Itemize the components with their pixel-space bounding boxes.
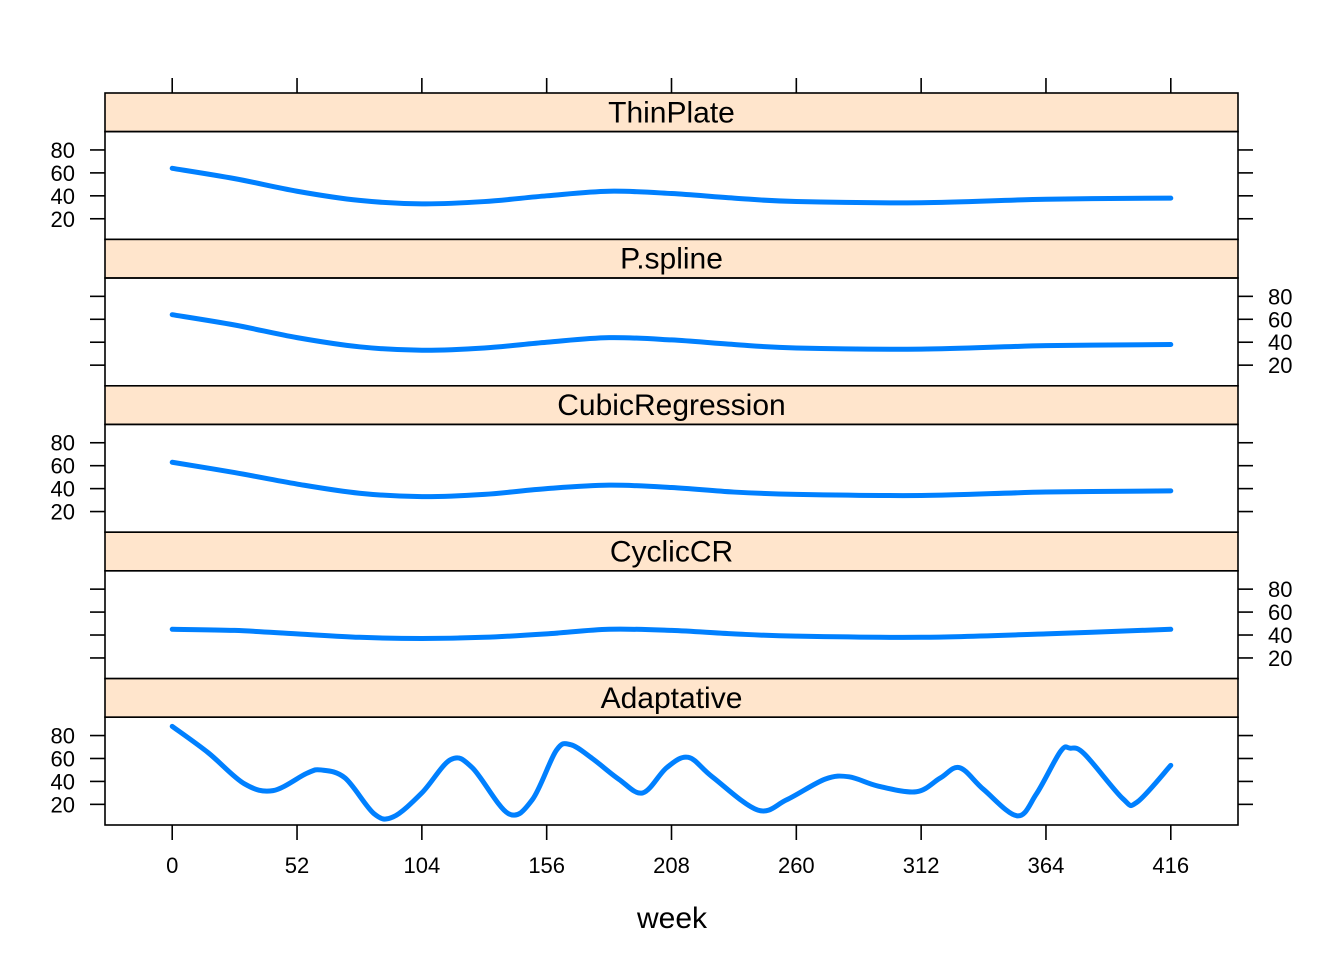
strip-label: Adaptative [601,682,743,715]
series-line [169,723,1174,822]
x-tick-label: 156 [528,853,565,878]
y-tick-label: 60 [51,746,75,771]
y-tick-label: 80 [51,431,75,456]
x-tick-label: 208 [653,853,690,878]
y-tick-label: 60 [1268,307,1292,332]
y-tick-label: 80 [51,138,75,163]
bottom-axis: 0 52 104 156 208 260 312 364 416 [166,825,1189,878]
strip-label: CubicRegression [557,389,785,422]
x-tick-label: 0 [166,853,178,878]
panels-layer: ThinPlate20406080P.spline20406080CubicRe… [51,92,1292,826]
x-tick-label: 416 [1152,853,1189,878]
y-tick-label: 80 [1268,577,1292,602]
panel-frame [104,569,1239,680]
x-tick-label: 52 [285,853,309,878]
y-tick-label: 40 [51,769,75,794]
strip-label: CyclicCR [610,536,733,569]
strip-label: P.spline [620,243,723,276]
y-tick-label: 40 [51,477,75,502]
x-tick-label: 364 [1028,853,1065,878]
top-axis [171,78,1172,93]
series-line [169,312,1174,353]
series-line [169,626,1174,641]
y-tick-label: 40 [1268,623,1292,648]
series-line [169,165,1174,207]
y-tick-label: 80 [51,724,75,749]
x-tick-label: 104 [403,853,440,878]
y-tick-label: 60 [51,161,75,186]
x-axis-title: week [636,902,708,935]
y-tick-label: 20 [1268,646,1292,671]
y-tick-label: 20 [1268,353,1292,378]
y-tick-label: 60 [1268,600,1292,625]
y-tick-label: 20 [51,500,75,525]
y-tick-label: 60 [51,454,75,479]
series-line [169,459,1174,500]
y-tick-label: 80 [1268,284,1292,309]
panel-frame [104,716,1239,826]
y-tick-label: 40 [51,184,75,209]
y-tick-label: 20 [51,792,75,817]
strip-background [104,384,1239,426]
strip-background [104,238,1239,279]
strip-background [104,92,1239,133]
y-tick-label: 40 [1268,330,1292,355]
y-tick-label: 20 [51,207,75,232]
strip-label: ThinPlate [608,96,735,129]
x-tick-label: 312 [903,853,940,878]
x-tick-label: 260 [778,853,815,878]
